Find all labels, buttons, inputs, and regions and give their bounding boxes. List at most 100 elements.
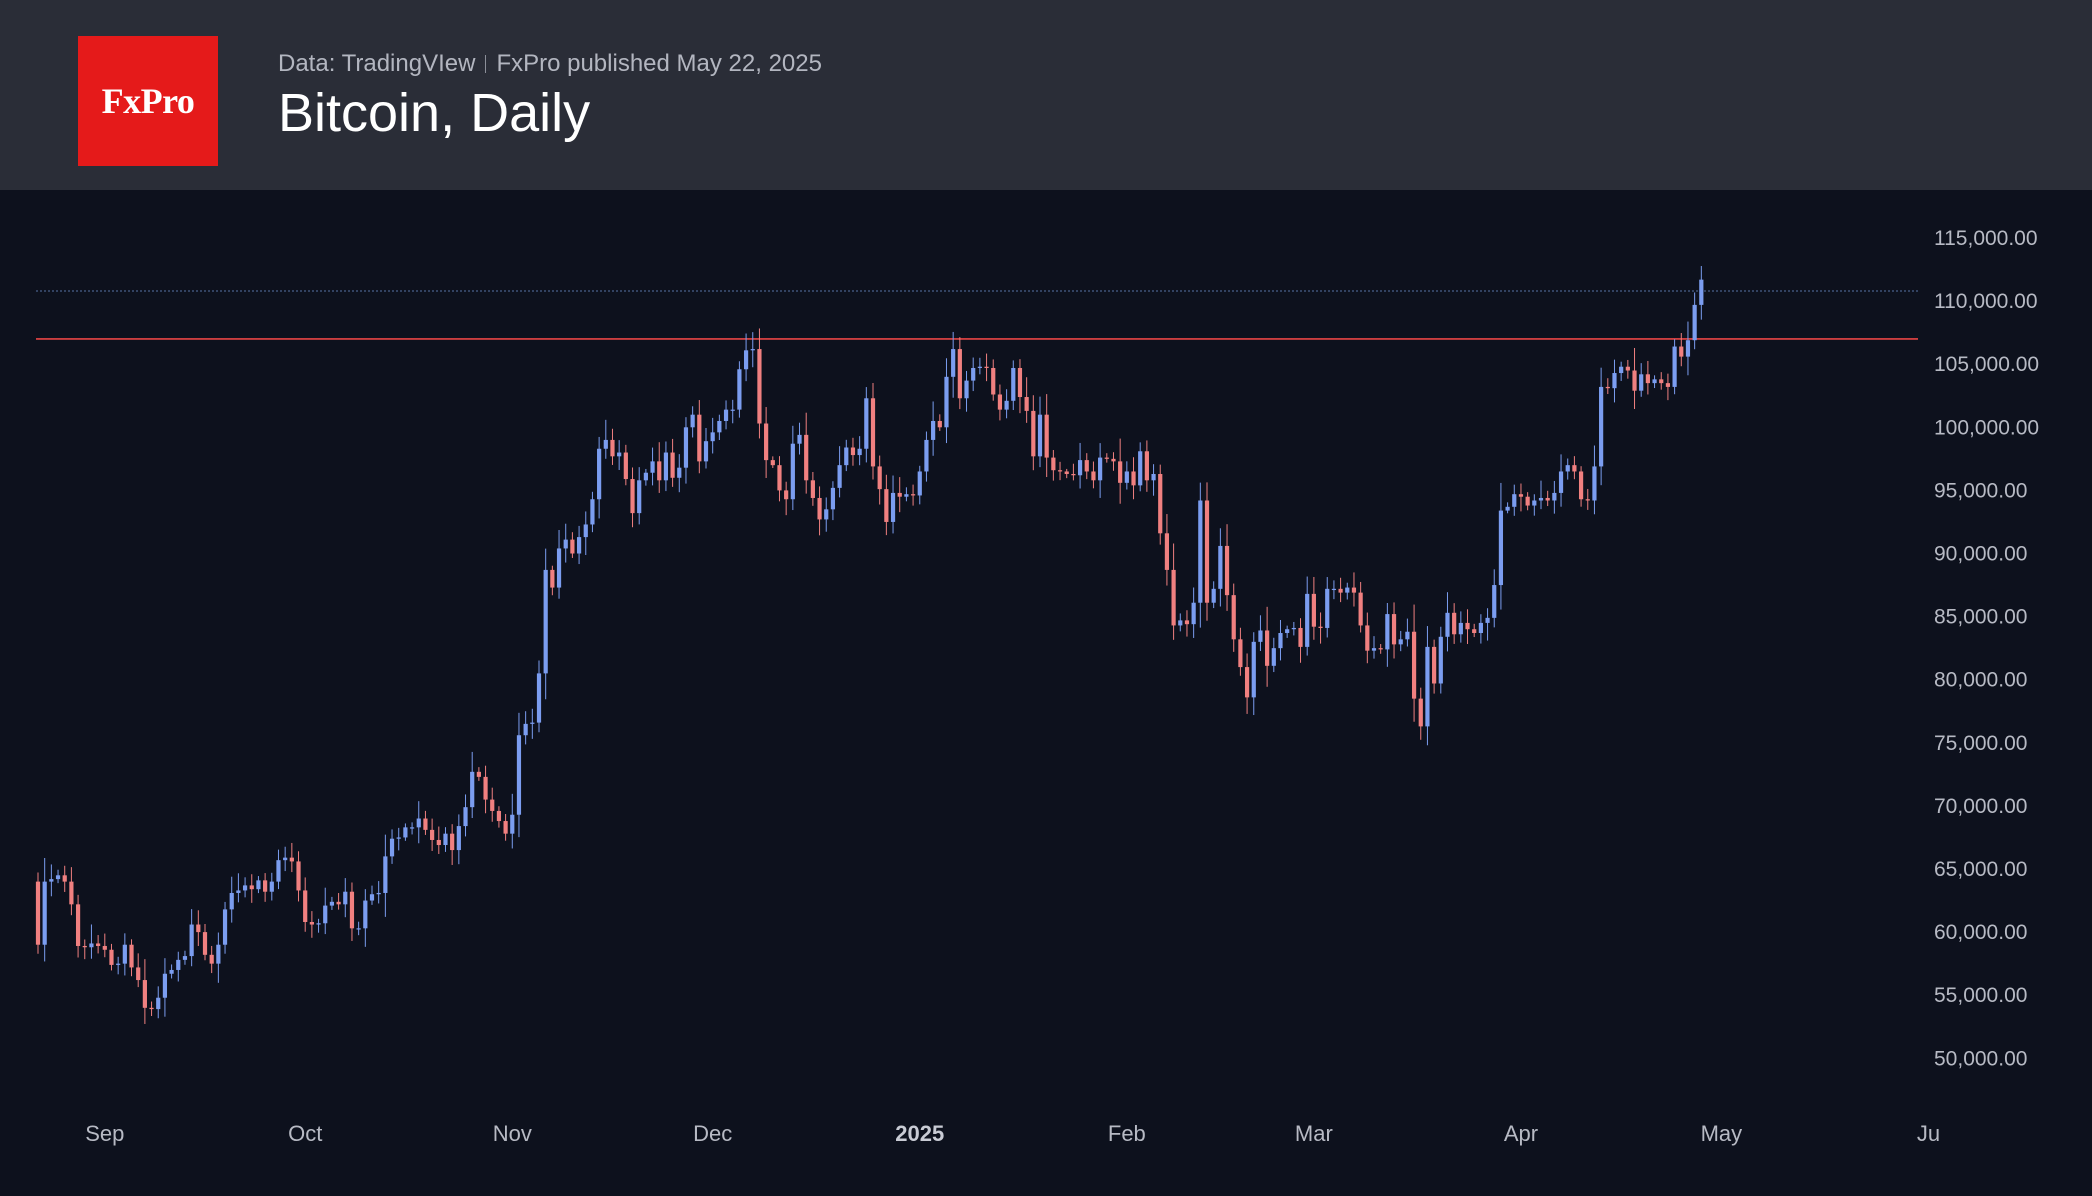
candle [1492, 569, 1497, 628]
data-source: Data: TradingVIew [278, 50, 476, 77]
candle [129, 939, 134, 977]
candle-body [530, 722, 535, 724]
candle [89, 924, 94, 959]
candle-body [1138, 451, 1143, 486]
candle-body [343, 891, 348, 905]
candle-body [917, 471, 922, 496]
candle-body [1512, 494, 1517, 507]
candle [1258, 615, 1263, 652]
candle [784, 481, 789, 516]
candle [283, 846, 288, 872]
candle [122, 933, 127, 976]
candle-body [991, 367, 996, 395]
candle-body [349, 891, 355, 929]
candle [944, 358, 949, 444]
candle [837, 446, 842, 498]
candle [530, 708, 535, 739]
candle-body [1178, 620, 1183, 626]
candle-body [82, 945, 87, 948]
candle-body [897, 492, 902, 497]
candle [1311, 576, 1316, 640]
candle [550, 565, 555, 596]
candle [1265, 606, 1270, 687]
candle [1599, 367, 1604, 486]
candle-body [1585, 499, 1590, 501]
candle [1525, 492, 1530, 511]
candle-body [650, 461, 655, 473]
candle-body [730, 409, 735, 411]
candle-body [109, 949, 114, 965]
candle-body [336, 901, 341, 905]
candle [1552, 480, 1557, 514]
candle-body [1679, 346, 1684, 357]
candle [910, 484, 916, 506]
candle-body [1452, 612, 1457, 635]
candle [1512, 484, 1517, 516]
candle-body [256, 880, 261, 890]
candle [510, 793, 515, 849]
candle [1465, 609, 1470, 644]
candle [650, 447, 655, 486]
candle [924, 431, 929, 482]
x-axis: Sep Oct Nov Dec 2025 Feb Mar Apr May Ju [85, 1121, 1940, 1146]
candle [1204, 482, 1210, 621]
candle [1031, 395, 1036, 471]
candle-body [1371, 648, 1377, 651]
candle [697, 400, 702, 474]
candle [1178, 613, 1183, 632]
candle-body [222, 909, 228, 945]
candle [1198, 482, 1203, 628]
fxpro-logo: FxPro [78, 36, 218, 166]
candle-body [1685, 340, 1691, 357]
candle-body [142, 980, 147, 1008]
candle [430, 818, 435, 851]
candle-body [1625, 366, 1630, 371]
candle-body [1545, 497, 1550, 501]
candle [1171, 543, 1176, 640]
candle [1639, 363, 1644, 397]
candle-body [583, 524, 588, 538]
candle [850, 437, 856, 466]
candle-body [1578, 471, 1584, 500]
candle [1558, 454, 1564, 507]
y-tick-label: 60,000.00 [1934, 921, 2027, 944]
candle [242, 877, 248, 898]
candle [423, 810, 428, 835]
y-tick-label: 55,000.00 [1934, 984, 2027, 1007]
candle-body [1639, 374, 1644, 391]
candle [1592, 445, 1597, 515]
candle [35, 872, 41, 954]
candle [269, 872, 274, 901]
candle-body [1331, 588, 1337, 591]
candle-body [283, 857, 288, 861]
candle [977, 357, 982, 375]
candle [75, 894, 81, 958]
candle [1071, 463, 1076, 481]
candle [142, 959, 147, 1024]
candle [583, 511, 588, 556]
candle [1432, 639, 1437, 694]
candle [1645, 360, 1650, 395]
candle-body [1351, 587, 1357, 593]
candle-body [116, 963, 121, 965]
candle-body [490, 799, 495, 811]
candle-body [356, 928, 361, 930]
candle [1118, 438, 1123, 504]
candle-body [703, 441, 709, 462]
candle [597, 436, 602, 519]
candle-body [870, 398, 876, 467]
candle [637, 467, 642, 525]
candle-body [396, 837, 401, 839]
candle-body [1378, 648, 1383, 650]
candle-body [1659, 379, 1664, 384]
published-date: FxPro published May 22, 2025 [496, 50, 822, 77]
candle-body [1518, 494, 1524, 497]
candle-body [931, 420, 936, 440]
candle-body [102, 945, 107, 950]
candle-body [944, 376, 949, 428]
candle-body [984, 366, 989, 368]
candle-body [1278, 633, 1283, 649]
y-tick-label: 90,000.00 [1934, 543, 2027, 566]
candle [1398, 630, 1403, 652]
candle-body [1438, 636, 1443, 684]
